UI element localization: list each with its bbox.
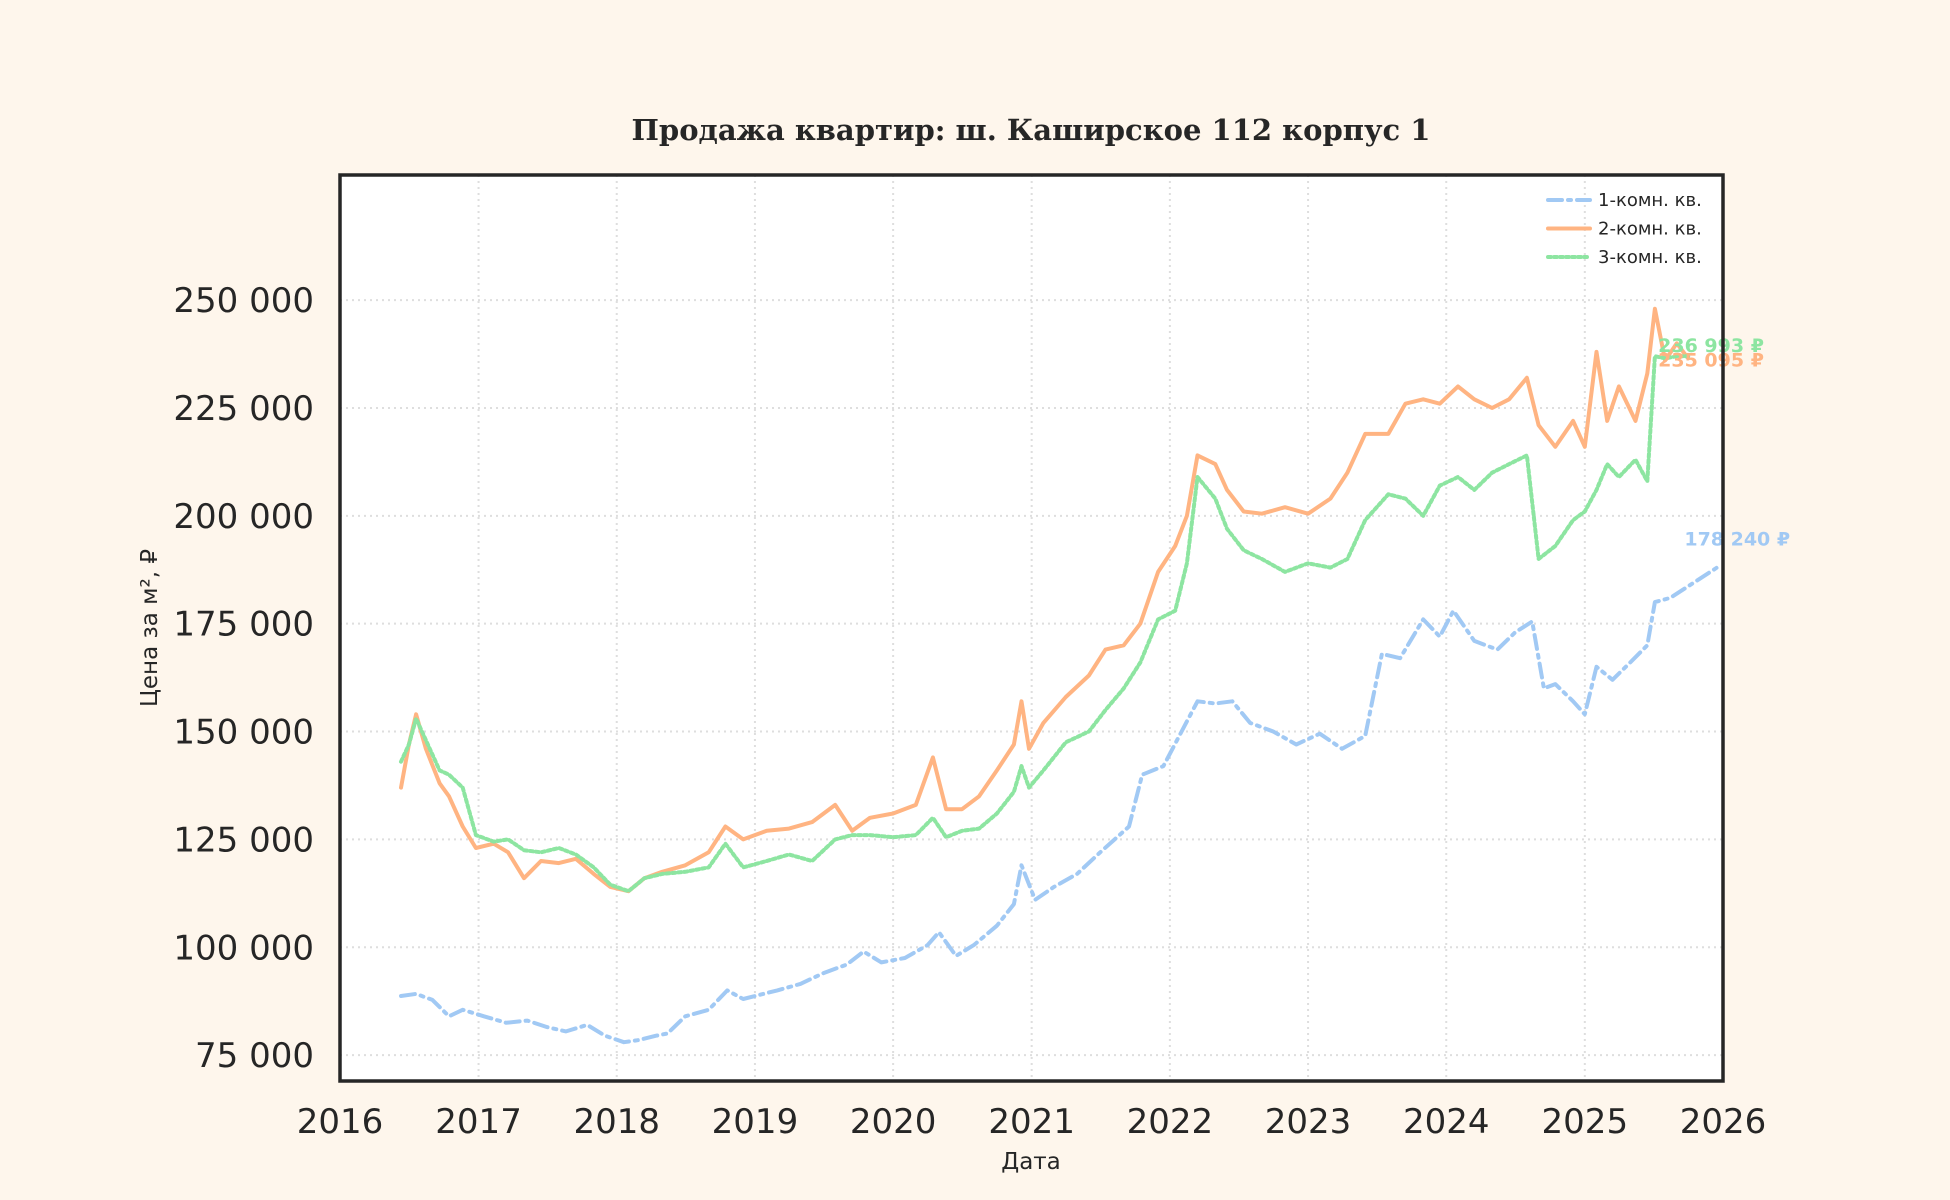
y-tick-label: 150 000 bbox=[173, 713, 314, 753]
series-line bbox=[399, 563, 1723, 1045]
y-tick-label: 75 000 bbox=[195, 1036, 314, 1076]
end-labels: 178 240 ₽ 235 095 ₽236 993 ₽ bbox=[1658, 335, 1790, 550]
y-tick-label: 200 000 bbox=[173, 497, 314, 537]
x-tick-label: 2023 bbox=[1265, 1102, 1352, 1142]
x-tick-label: 2025 bbox=[1542, 1102, 1629, 1142]
series-end-label: 178 240 ₽ bbox=[1684, 528, 1790, 550]
x-tick-label: 2016 bbox=[297, 1102, 384, 1142]
x-tick-label: 2022 bbox=[1127, 1102, 1214, 1142]
x-tick-label: 2018 bbox=[573, 1102, 660, 1142]
grid bbox=[340, 175, 1723, 1081]
plot-frame bbox=[338, 173, 1725, 1083]
legend-label: 2-комн. кв. bbox=[1598, 219, 1702, 240]
y-axis-label: Цена за м², ₽ bbox=[137, 549, 163, 707]
series-line bbox=[399, 306, 1691, 894]
x-tick-label: 2020 bbox=[850, 1102, 937, 1142]
y-axis-ticks: 75 000 100 000 125 000 150 000 175 000 200 00… bbox=[173, 281, 314, 1076]
chart-title: Продажа квартир: ш. Каширское 112 корпус… bbox=[632, 113, 1431, 147]
y-tick-label: 225 000 bbox=[173, 389, 314, 429]
legend-label: 1-комн. кв. bbox=[1598, 190, 1702, 211]
series-end-label: 235 095 ₽ bbox=[1658, 349, 1764, 371]
y-tick-label: 250 000 bbox=[173, 281, 314, 321]
series-line bbox=[399, 354, 1691, 894]
series-end-label: 236 993 ₽ bbox=[1658, 335, 1764, 357]
legend-label: 3-комн. кв. bbox=[1598, 247, 1702, 268]
y-tick-label: 175 000 bbox=[173, 605, 314, 645]
y-tick-label: 125 000 bbox=[173, 820, 314, 860]
x-tick-label: 2019 bbox=[712, 1102, 799, 1142]
x-tick-label: 2017 bbox=[435, 1102, 522, 1142]
y-tick-label: 100 000 bbox=[173, 928, 314, 968]
legend: 1-комн. кв. 2-комн. кв. 3-комн. кв. bbox=[1546, 190, 1702, 268]
x-axis-ticks: 2016 2017 2018 2019 2020 2021 2022 2023 2024 2025… bbox=[297, 1102, 1767, 1142]
series-layer bbox=[399, 306, 1723, 1045]
x-tick-label: 2026 bbox=[1680, 1102, 1767, 1142]
x-tick-label: 2021 bbox=[988, 1102, 1075, 1142]
x-axis-label: Дата bbox=[1001, 1149, 1061, 1175]
plot-area bbox=[340, 175, 1723, 1081]
x-tick-label: 2024 bbox=[1403, 1102, 1490, 1142]
